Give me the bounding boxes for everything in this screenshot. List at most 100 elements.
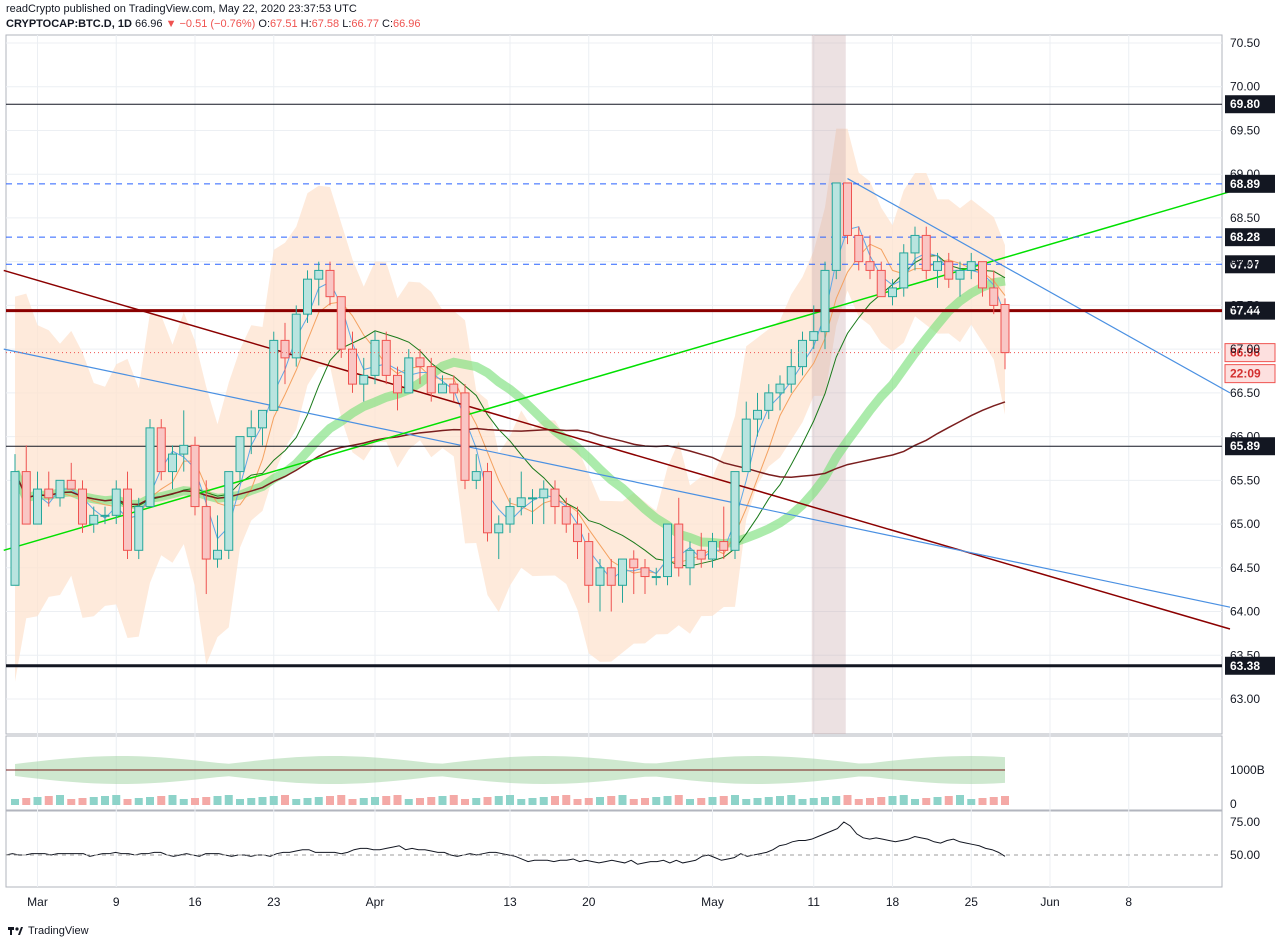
volume-bar: [449, 795, 458, 805]
level-price-label: 63.38: [1230, 659, 1260, 673]
candle-body: [775, 383, 785, 394]
volume-bar: [573, 799, 582, 805]
volume-bar: [1001, 796, 1009, 805]
volume-bar: [719, 796, 728, 805]
volume-bar: [11, 799, 19, 805]
volume-bar: [179, 799, 188, 805]
candle-body: [708, 541, 717, 560]
level-price-label: 68.89: [1230, 177, 1260, 191]
volume-bar: [472, 798, 481, 805]
volume-bar: [258, 797, 267, 805]
tradingview-brand[interactable]: TradingView: [8, 925, 89, 937]
x-tick-label: 20: [582, 895, 596, 909]
candle-body: [505, 506, 515, 525]
y-tick-label: 69.50: [1230, 123, 1260, 137]
volume-pane: [6, 756, 1009, 805]
volume-bar: [607, 796, 616, 805]
volume-bar: [708, 797, 717, 805]
volume-bar: [911, 799, 919, 805]
volume-bar: [416, 798, 424, 805]
y-tick-label: 67.00: [1230, 342, 1260, 356]
candle-body: [89, 514, 99, 525]
volume-bar: [663, 796, 672, 805]
candle-body: [528, 497, 537, 500]
volume-bar: [933, 797, 942, 805]
candle-body: [246, 427, 256, 438]
candle-body: [843, 182, 852, 236]
candle-body: [404, 357, 414, 394]
volume-bar: [202, 797, 211, 805]
volume-bar: [517, 799, 526, 805]
open-value: 67.51: [270, 18, 298, 30]
candle-body: [449, 383, 459, 394]
candle-body: [100, 514, 110, 517]
volume-bar: [596, 797, 604, 805]
trendline-green: [3, 190, 1231, 552]
candle-body: [415, 357, 425, 368]
candle-body: [798, 339, 807, 368]
countdown-tag: [1224, 364, 1276, 384]
level-price-tag: [1225, 437, 1275, 456]
volume-bar: [539, 797, 548, 805]
volume-bar: [44, 796, 53, 805]
x-tick-label: 25: [965, 895, 979, 909]
candle-body: [888, 287, 897, 298]
ma-40-line: [14, 401, 1006, 506]
candle-body: [258, 409, 267, 429]
candle-body: [629, 558, 639, 569]
y-tick-label: 70.50: [1230, 36, 1260, 50]
candle-body: [303, 278, 312, 315]
volume-bar: [146, 797, 154, 805]
price-pane: [3, 103, 1231, 668]
volume-bar: [832, 796, 841, 805]
candle-body: [179, 444, 189, 455]
close-label: C:: [382, 18, 393, 30]
volume-bar: [303, 798, 312, 805]
candle-body: [910, 234, 920, 254]
volume-bar: [528, 798, 537, 805]
candle-body: [381, 339, 391, 376]
level-price-tag: [1225, 301, 1275, 320]
volume-bar: [854, 799, 863, 805]
candle-body: [33, 488, 42, 525]
bollinger-band-fill: [15, 128, 1005, 682]
volume-bar: [742, 799, 751, 805]
volume-axis-label: 0: [1230, 797, 1237, 811]
x-tick-label: 11: [808, 895, 821, 909]
highlight-zone: [811, 35, 846, 734]
candle-body: [809, 331, 819, 341]
candle-body: [753, 409, 762, 420]
volume-bar: [348, 799, 357, 805]
y-tick-label: 68.50: [1230, 211, 1260, 225]
open-label: O:: [258, 18, 271, 30]
x-tick-label: 16: [188, 895, 202, 909]
candle-body: [291, 313, 301, 359]
volume-bar: [562, 795, 571, 805]
candle-body: [561, 506, 571, 525]
level-price-label: 67.97: [1230, 257, 1260, 271]
volume-bar: [101, 796, 109, 805]
candle-body: [966, 261, 976, 271]
candle-body: [685, 549, 695, 569]
candle-body: [426, 366, 436, 394]
close-value: 66.96: [393, 18, 421, 30]
brand-text: TradingView: [28, 925, 89, 937]
volume-bar: [731, 795, 739, 805]
volume-bar: [866, 798, 874, 805]
candle-body: [606, 567, 616, 586]
volume-bar: [224, 795, 233, 805]
x-tick-label: 9: [113, 895, 120, 909]
volume-bar: [123, 799, 132, 805]
candle-body: [21, 471, 31, 525]
candle-body: [618, 558, 627, 586]
volume-bar: [787, 795, 796, 805]
level-price-label: 65.89: [1230, 439, 1260, 453]
volume-bar: [134, 798, 143, 805]
volume-bar: [191, 798, 199, 805]
candle-body: [66, 479, 76, 490]
countdown-label: 22:09: [1230, 367, 1261, 381]
volume-bar: [809, 798, 818, 805]
y-tick-label: 66.00: [1230, 430, 1260, 444]
volume-bar: [314, 797, 323, 805]
